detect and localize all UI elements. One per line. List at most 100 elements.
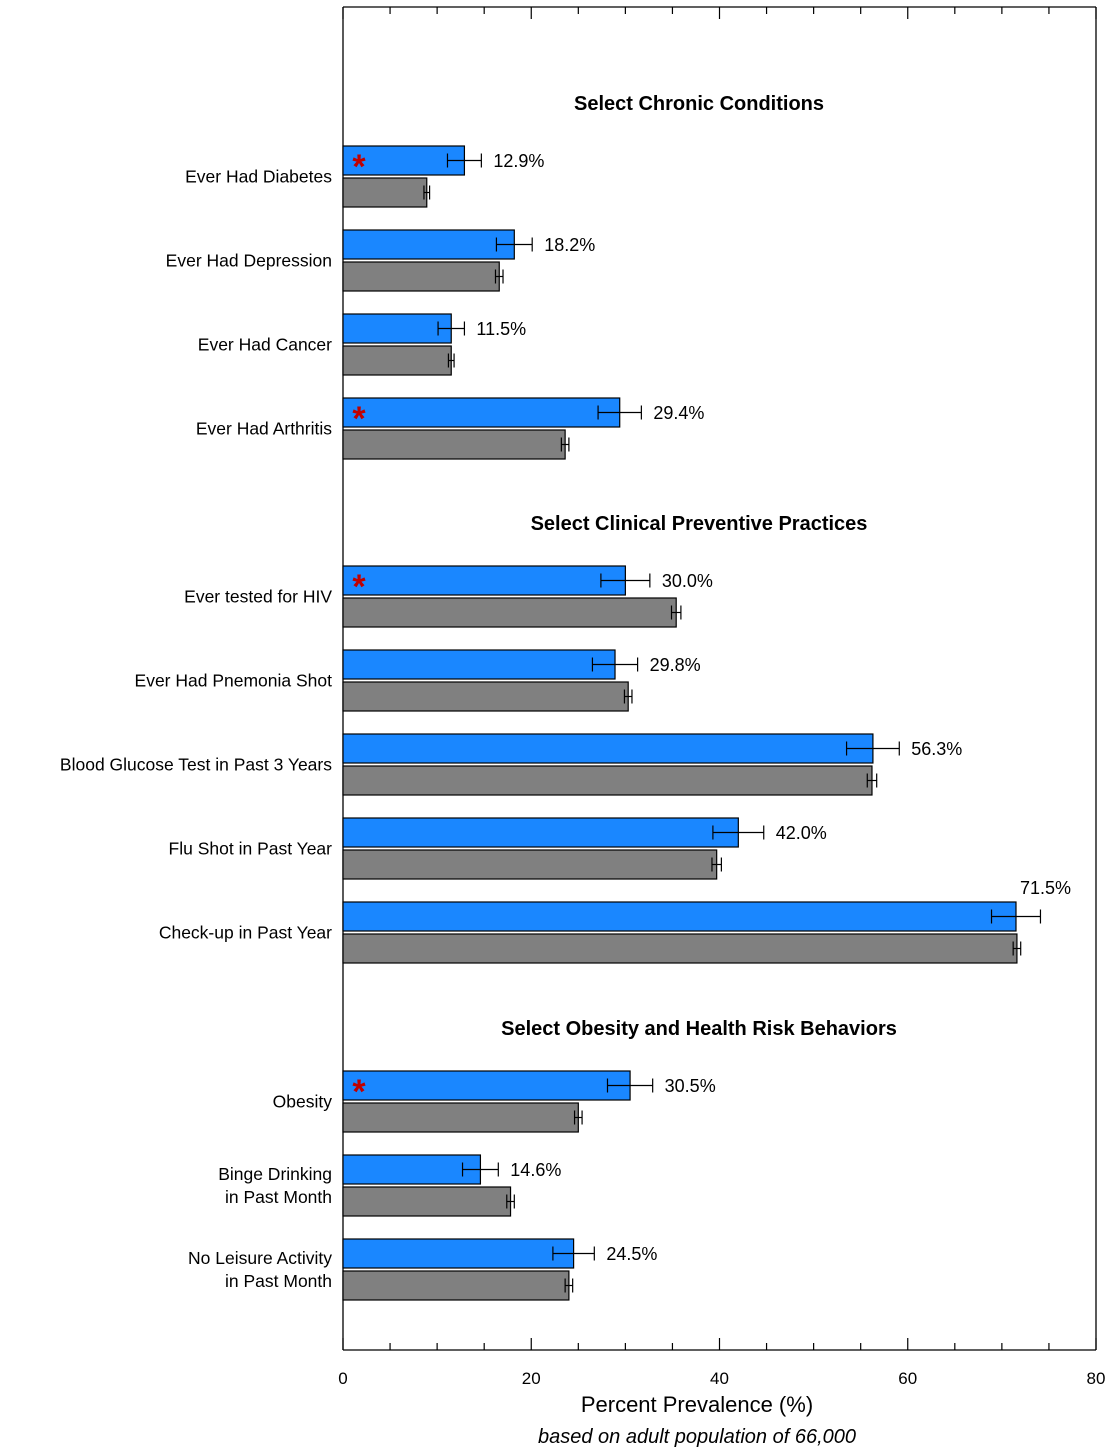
- value-label: 18.2%: [544, 235, 595, 255]
- value-label: 12.9%: [493, 151, 544, 171]
- bar-group: 24.5% No Leisure Activity in Past Month: [188, 1238, 657, 1301]
- significance-star-icon: *: [352, 400, 366, 438]
- comparison-bar: [342, 1102, 579, 1133]
- comparison-error-bar: [506, 1194, 515, 1209]
- section-titles: Select Chronic Conditions Select Clinical…: [501, 93, 897, 1040]
- value-label: 71.5%: [1020, 878, 1071, 898]
- value-label: 29.4%: [653, 403, 704, 423]
- population-note: based on adult population of 66,000: [538, 1426, 856, 1448]
- comparison-error-bar: [573, 1110, 583, 1125]
- category-label: Obesity: [273, 1092, 333, 1112]
- comparison-error-bar: [623, 689, 633, 704]
- comparison-error-bar: [670, 605, 682, 620]
- primary-error-bar: [712, 825, 765, 840]
- comparison-error-bar: [423, 185, 431, 200]
- value-label: 14.6%: [510, 1160, 561, 1180]
- bar-group: 56.3% Blood Glucose Test in Past 3 Years: [60, 733, 962, 796]
- comparison-bar: [342, 765, 873, 796]
- comparison-bar: [342, 177, 428, 208]
- comparison-bar: [342, 261, 500, 292]
- x-axis: 0 20 40 60 80: [338, 7, 1105, 1388]
- primary-bar: [342, 565, 626, 596]
- x-tick-label: 80: [1087, 1369, 1106, 1388]
- comparison-bar: [342, 345, 452, 376]
- category-label: Ever Had Diabetes: [185, 167, 332, 187]
- category-label: Ever Had Depression: [166, 251, 332, 271]
- x-tick-label: 20: [522, 1369, 541, 1388]
- primary-error-bar: [845, 741, 900, 756]
- primary-error-bar: [591, 657, 639, 672]
- x-axis-title: Percent Prevalence (%): [581, 1392, 813, 1417]
- value-label: 30.5%: [665, 1076, 716, 1096]
- section-title: Select Clinical Preventive Practices: [531, 513, 868, 535]
- bar-group: 29.4% * Ever Had Arthritis: [196, 397, 704, 460]
- value-label: 11.5%: [476, 319, 526, 339]
- comparison-error-bar: [1012, 941, 1022, 956]
- comparison-error-bar: [711, 857, 722, 872]
- primary-bar: [342, 1070, 631, 1101]
- bar-group: 71.5% Check-up in Past Year: [159, 878, 1071, 964]
- category-label: in Past Month: [225, 1187, 332, 1207]
- comparison-error-bar: [866, 773, 878, 788]
- primary-error-bar: [461, 1162, 499, 1177]
- primary-bar: [342, 1238, 575, 1269]
- comparison-bar: [342, 1186, 512, 1217]
- primary-error-bar: [437, 321, 466, 336]
- value-label: 56.3%: [911, 739, 962, 759]
- comparison-bar: [342, 849, 718, 880]
- value-label: 24.5%: [606, 1244, 657, 1264]
- x-tick-label: 40: [710, 1369, 729, 1388]
- primary-bar: [342, 313, 452, 344]
- bar-group: 29.8% Ever Had Pnemonia Shot: [135, 649, 701, 712]
- primary-bar: [342, 733, 874, 764]
- value-label: 30.0%: [662, 571, 713, 591]
- comparison-bar: [342, 933, 1018, 964]
- bars-layer: 12.9% * Ever Had Diabetes 18.2% Ever Had Dep…: [60, 145, 1071, 1301]
- primary-error-bar: [600, 573, 651, 588]
- primary-error-bar: [552, 1246, 595, 1261]
- category-label: Ever Had Cancer: [198, 335, 332, 355]
- primary-error-bar: [446, 153, 482, 168]
- primary-error-bar: [597, 405, 642, 420]
- comparison-bar: [342, 1270, 570, 1301]
- primary-bar: [342, 817, 739, 848]
- primary-bar: [342, 229, 515, 260]
- primary-bar: [342, 901, 1017, 932]
- primary-bar: [342, 397, 621, 428]
- primary-error-bar: [990, 909, 1042, 924]
- bar-group: 14.6% Binge Drinking in Past Month: [218, 1154, 561, 1217]
- significance-star-icon: *: [352, 1073, 366, 1111]
- primary-bar: [342, 1154, 482, 1185]
- section-title: Select Chronic Conditions: [574, 93, 824, 115]
- value-label: 42.0%: [776, 823, 827, 843]
- comparison-error-bar: [494, 269, 504, 284]
- bar-group: 30.0% * Ever tested for HIV: [184, 565, 713, 628]
- primary-bar: [342, 649, 616, 680]
- category-label: Check-up in Past Year: [159, 923, 332, 943]
- section-title: Select Obesity and Health Risk Behaviors: [501, 1018, 897, 1040]
- bar-group: 42.0% Flu Shot in Past Year: [169, 817, 827, 880]
- bar-group: 30.5% * Obesity: [273, 1070, 716, 1133]
- category-label: Ever Had Arthritis: [196, 419, 332, 439]
- category-label: Ever tested for HIV: [184, 587, 332, 607]
- category-label: in Past Month: [225, 1271, 332, 1291]
- category-label: Ever Had Pnemonia Shot: [135, 671, 333, 691]
- x-tick-label: 0: [338, 1369, 347, 1388]
- category-label: Binge Drinking: [218, 1164, 332, 1184]
- comparison-bar: [342, 429, 566, 460]
- value-label: 29.8%: [650, 655, 701, 675]
- comparison-bar: [342, 597, 677, 628]
- comparison-error-bar: [560, 437, 570, 452]
- x-tick-label: 60: [898, 1369, 917, 1388]
- category-label: Flu Shot in Past Year: [169, 839, 333, 859]
- primary-error-bar: [606, 1078, 654, 1093]
- significance-star-icon: *: [352, 568, 366, 606]
- bar-group: 11.5% Ever Had Cancer: [198, 313, 526, 376]
- comparison-error-bar: [447, 353, 455, 368]
- comparison-error-bar: [564, 1278, 574, 1293]
- significance-star-icon: *: [352, 148, 366, 186]
- bar-group: 12.9% * Ever Had Diabetes: [185, 145, 544, 208]
- category-label: No Leisure Activity: [188, 1248, 332, 1268]
- category-label: Blood Glucose Test in Past 3 Years: [60, 755, 332, 775]
